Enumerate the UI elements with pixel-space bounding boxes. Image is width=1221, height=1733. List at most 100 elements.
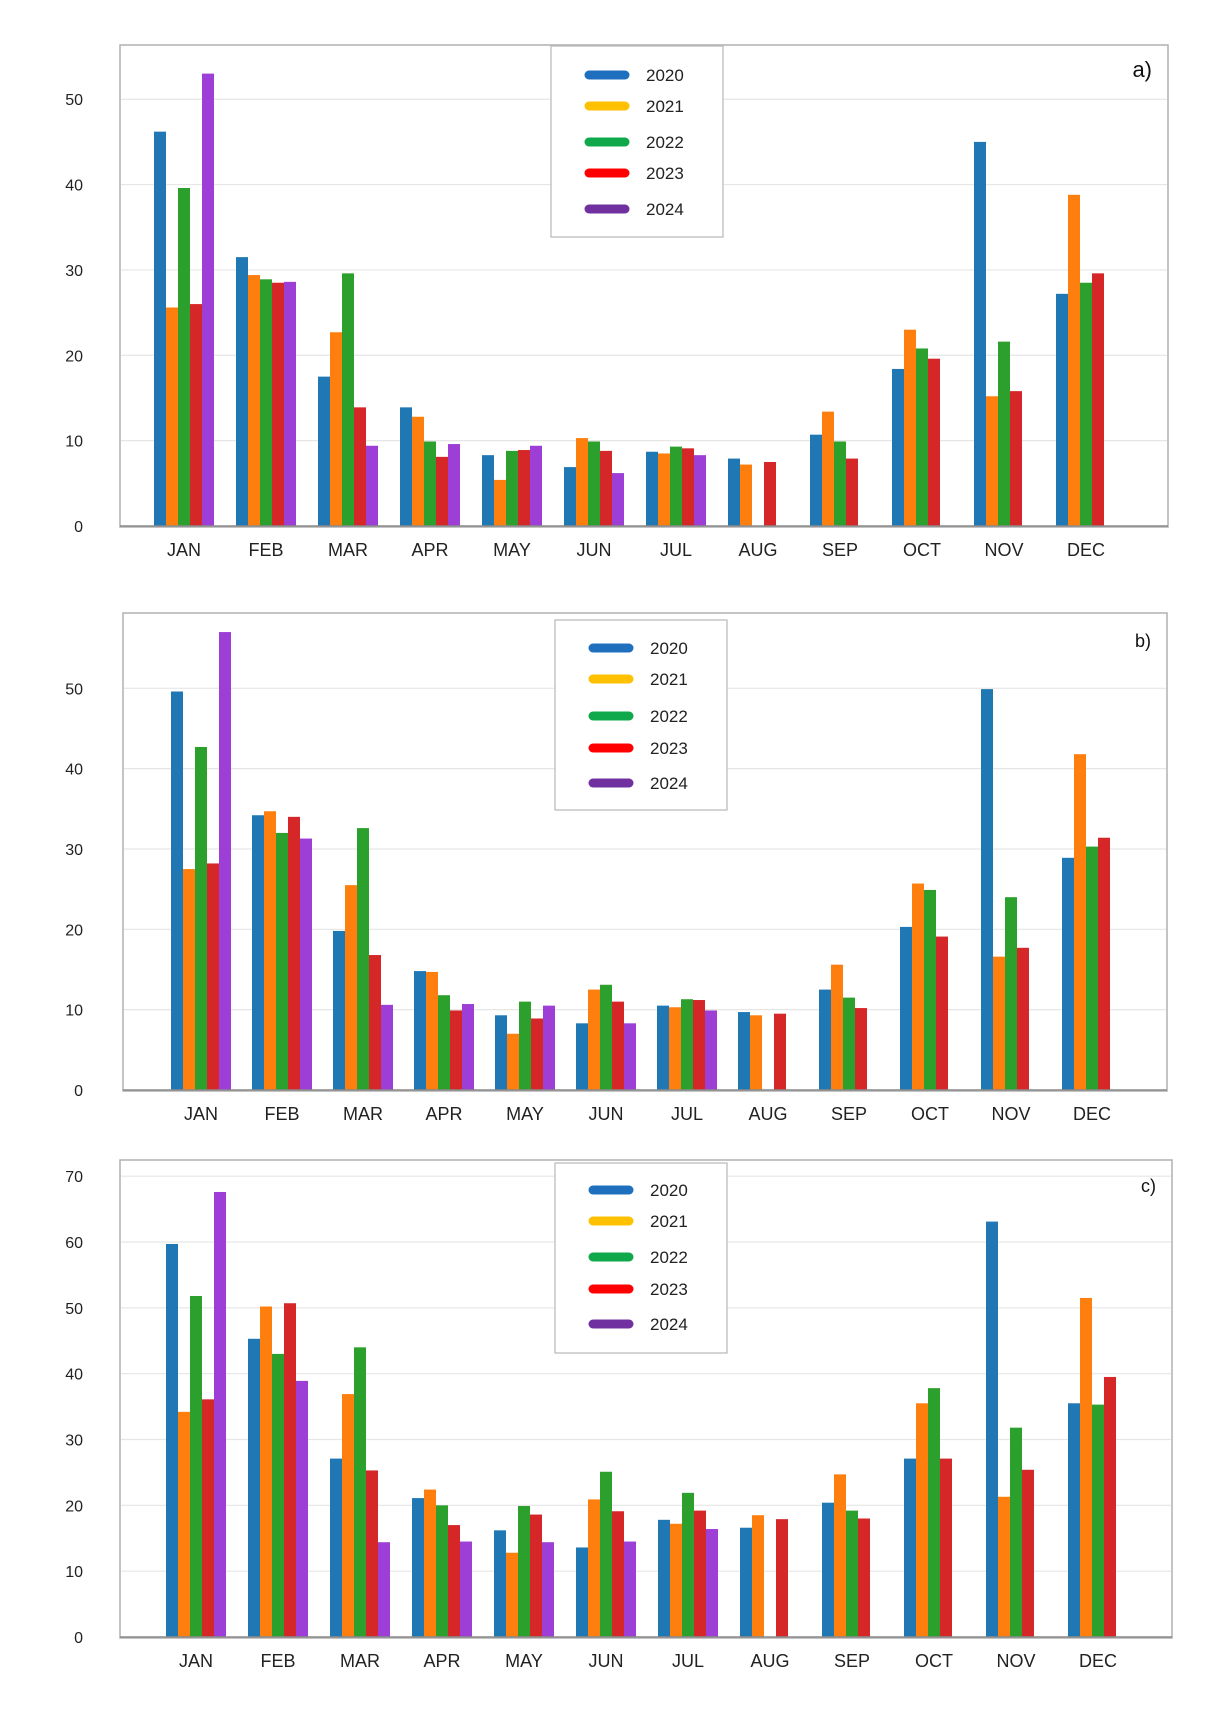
x-tick-label: MAY	[506, 1104, 544, 1124]
bar-2023-oct	[936, 936, 948, 1090]
bar-2023-jul	[694, 1510, 706, 1637]
bar-2022-mar	[354, 1347, 366, 1637]
bar-2021-apr	[412, 416, 424, 526]
x-tick-label: JUL	[672, 1651, 704, 1671]
bar-2023-aug	[764, 461, 776, 526]
bar-2020-may	[495, 1015, 507, 1090]
bar-2020-oct	[904, 1458, 916, 1637]
bar-2024-jun	[612, 473, 624, 526]
bar-2023-jun	[600, 450, 612, 526]
bar-2021-apr	[426, 971, 438, 1090]
x-tick-label: APR	[411, 540, 448, 560]
x-tick-label: OCT	[915, 1651, 953, 1671]
x-tick-label: MAY	[493, 540, 531, 560]
y-tick-label: 40	[65, 178, 83, 195]
bar-2020-jan	[171, 691, 183, 1090]
x-tick-label: OCT	[911, 1104, 949, 1124]
bar-2020-may	[494, 1530, 506, 1637]
bar-2020-feb	[252, 815, 264, 1090]
legend-label-2024: 2024	[646, 200, 684, 219]
bar-2022-feb	[272, 1353, 284, 1637]
x-tick-label: MAR	[328, 540, 368, 560]
bar-2021-dec	[1068, 194, 1080, 527]
bar-2024-mar	[381, 1004, 393, 1090]
bar-2024-feb	[300, 838, 312, 1090]
x-tick-label: SEP	[822, 540, 858, 560]
y-tick-label: 10	[65, 1564, 83, 1581]
bar-2021-jan	[183, 869, 195, 1090]
bar-2022-mar	[357, 828, 369, 1090]
y-tick-label: 0	[74, 1083, 83, 1100]
bar-2022-feb	[260, 279, 272, 526]
bar-2022-jul	[682, 1492, 694, 1637]
bar-2021-dec	[1074, 754, 1086, 1090]
bar-2022-apr	[438, 995, 450, 1090]
legend-label-2024: 2024	[650, 1315, 688, 1334]
bar-2021-jun	[588, 1499, 600, 1637]
x-tick-label: DEC	[1079, 1651, 1117, 1671]
bar-2021-mar	[342, 1394, 354, 1637]
y-tick-label: 70	[65, 1169, 83, 1186]
bar-2023-aug	[776, 1519, 788, 1637]
bar-2020-oct	[892, 368, 904, 526]
legend-label-2021: 2021	[650, 1212, 688, 1231]
bar-2022-dec	[1086, 846, 1098, 1090]
y-tick-label: 30	[65, 263, 83, 280]
bar-2021-oct	[912, 883, 924, 1090]
bar-2024-may	[542, 1542, 554, 1637]
legend-label-2024: 2024	[650, 774, 688, 793]
legend-label-2022: 2022	[650, 1248, 688, 1267]
legend-label-2020: 2020	[646, 66, 684, 85]
bar-2022-oct	[916, 348, 928, 526]
y-tick-label: 10	[65, 434, 83, 451]
bar-2022-mar	[342, 273, 354, 526]
legend: 2020 2021 2022 2023 2024	[554, 1162, 728, 1354]
legend-box	[550, 45, 724, 238]
plot-frame	[119, 1159, 1173, 1639]
bar-2023-aug	[774, 1013, 786, 1090]
bar-2022-may	[518, 1505, 530, 1637]
bar-2020-mar	[318, 376, 330, 526]
x-tick-label: FEB	[248, 540, 283, 560]
bar-2023-jun	[612, 1001, 624, 1090]
bar-2020-jun	[576, 1547, 588, 1637]
bar-2021-may	[507, 1033, 519, 1090]
panel-label: a)	[1132, 57, 1152, 82]
bar-2022-jul	[681, 999, 693, 1090]
x-tick-label: NOV	[991, 1104, 1030, 1124]
x-tick-label: JAN	[184, 1104, 218, 1124]
x-tick-label: OCT	[903, 540, 941, 560]
bar-2020-mar	[330, 1458, 342, 1637]
x-tick-label: JAN	[167, 540, 201, 560]
bar-2021-feb	[260, 1306, 272, 1637]
bar-2020-dec	[1062, 857, 1074, 1090]
bar-2024-may	[543, 1005, 555, 1090]
legend-label-2023: 2023	[646, 164, 684, 183]
bar-2024-feb	[284, 281, 296, 526]
bar-2021-aug	[750, 1015, 762, 1090]
bar-2020-nov	[981, 689, 993, 1090]
bar-2022-may	[519, 1001, 531, 1090]
x-tick-label: JUN	[577, 540, 612, 560]
bar-2021-sep	[831, 964, 843, 1090]
bar-2023-may	[530, 1514, 542, 1637]
bar-2021-jul	[670, 1523, 682, 1637]
x-tick-label: FEB	[264, 1104, 299, 1124]
bar-2020-apr	[400, 407, 412, 526]
legend-box	[554, 619, 728, 811]
bar-2021-nov	[998, 1496, 1010, 1637]
bar-2021-apr	[424, 1489, 436, 1637]
bar-2020-jul	[658, 1519, 670, 1637]
bar-2020-jun	[564, 467, 576, 526]
x-tick-label: DEC	[1073, 1104, 1111, 1124]
x-tick-label: FEB	[260, 1651, 295, 1671]
y-tick-label: 20	[65, 1498, 83, 1515]
bar-2021-aug	[740, 464, 752, 526]
x-tick-label: MAR	[340, 1651, 380, 1671]
x-tick-label: APR	[423, 1651, 460, 1671]
bar-2023-sep	[855, 1008, 867, 1090]
bar-2020-aug	[738, 1012, 750, 1090]
x-tick-label: MAY	[505, 1651, 543, 1671]
bar-2024-apr	[462, 1004, 474, 1090]
bar-2023-dec	[1098, 837, 1110, 1090]
